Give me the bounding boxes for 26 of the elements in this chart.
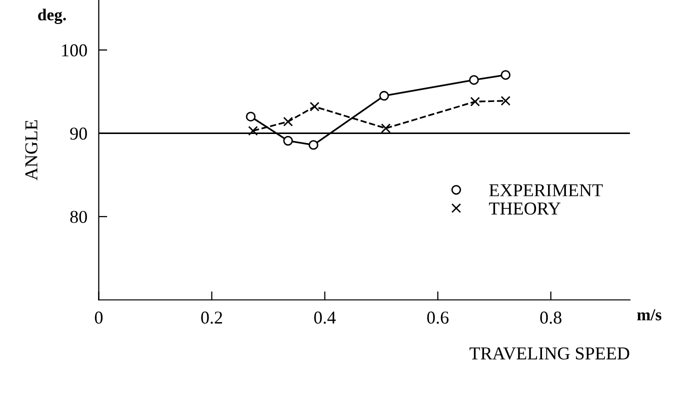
x-tick-label: 0.6	[427, 312, 449, 324]
legend-label: THEORY	[489, 202, 560, 215]
y-tick-label: 90	[70, 128, 87, 140]
point	[379, 90, 389, 101]
point	[469, 75, 479, 85]
legend-label: EXPERIMENT	[489, 184, 603, 196]
y-tick-label: 100	[62, 44, 87, 56]
y-tick-label: 80	[70, 210, 87, 224]
point	[500, 70, 510, 80]
point	[470, 96, 480, 106]
point	[310, 102, 320, 112]
point	[500, 96, 510, 106]
point	[380, 123, 391, 134]
text: m/s	[637, 309, 662, 320]
point	[248, 126, 258, 136]
point	[283, 116, 293, 126]
x-tick-label: 0.2	[201, 312, 222, 324]
x-tick-label: 0	[94, 312, 103, 324]
x-tick-label: 0.4	[314, 312, 336, 324]
point	[308, 140, 318, 150]
x-tick-label: 0.8	[540, 312, 562, 324]
x-axis-title: TRAVELING SPEED	[470, 347, 630, 360]
point	[283, 136, 293, 146]
point	[246, 112, 256, 122]
text: deg.	[38, 8, 66, 24]
y-axis-title: ANGLE	[25, 120, 38, 180]
